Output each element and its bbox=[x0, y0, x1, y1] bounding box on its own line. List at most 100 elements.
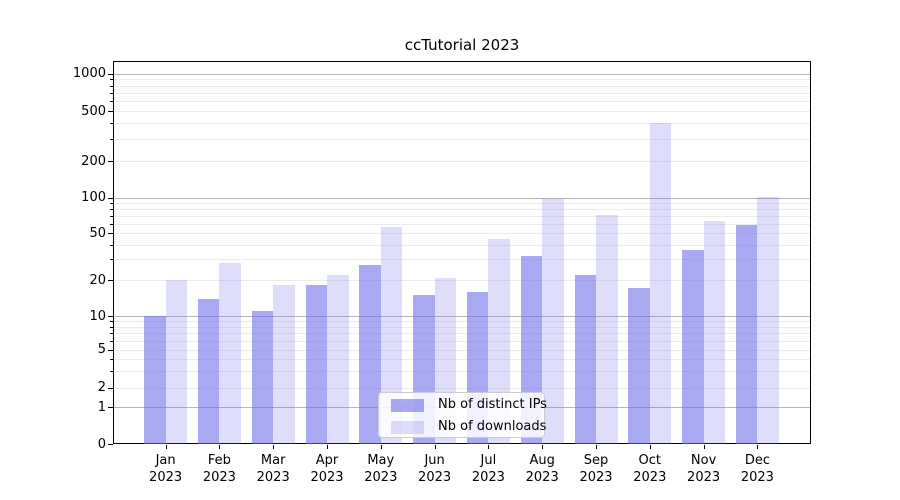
y-tick-label-5: 5 bbox=[97, 342, 106, 357]
legend-swatch-distinct-ips bbox=[391, 398, 424, 412]
y-gridline-minor-300 bbox=[114, 138, 810, 140]
y-tick-label-20: 20 bbox=[89, 272, 106, 288]
y-tick-label-200: 200 bbox=[81, 153, 106, 169]
y-minor-tick-mark-30 bbox=[110, 259, 113, 261]
y-tick-mark-100 bbox=[108, 197, 113, 199]
legend-swatch-downloads bbox=[391, 420, 424, 434]
y-minor-tick-mark-7 bbox=[110, 333, 113, 335]
y-gridline-minor-500 bbox=[114, 111, 810, 112]
y-gridline-minor-70 bbox=[114, 216, 810, 218]
y-minor-tick-mark-70 bbox=[110, 216, 113, 218]
x-tick-mark-feb bbox=[219, 445, 221, 449]
bar-downloads-jan bbox=[165, 280, 188, 444]
x-tick-mark-nov bbox=[703, 445, 705, 449]
y-tick-mark-20 bbox=[108, 280, 113, 281]
y-gridline-minor-90 bbox=[114, 203, 810, 205]
x-tick-label-jun: Jun 2023 bbox=[418, 453, 452, 485]
bar-distinct-ips-feb bbox=[197, 298, 220, 444]
x-tick-mark-sep bbox=[596, 445, 597, 449]
x-tick-mark-dec bbox=[757, 445, 759, 449]
bar-distinct-ips-sep bbox=[574, 275, 596, 444]
bar-downloads-nov bbox=[703, 221, 726, 444]
x-tick-mark-jul bbox=[488, 445, 490, 449]
y-minor-tick-mark-9 bbox=[110, 321, 113, 323]
y-gridline-minor-700 bbox=[114, 92, 810, 94]
bar-downloads-feb bbox=[219, 262, 241, 444]
y-tick-mark-2 bbox=[108, 387, 113, 389]
legend-label-downloads: Nb of downloads bbox=[438, 419, 547, 434]
y-gridline-minor-8 bbox=[114, 326, 810, 328]
x-tick-mark-may bbox=[380, 445, 382, 449]
y-tick-mark-500 bbox=[108, 111, 113, 112]
y-tick-mark-10 bbox=[108, 316, 113, 317]
y-gridline-minor-6 bbox=[114, 340, 810, 342]
y-minor-tick-mark-3 bbox=[110, 370, 113, 372]
y-gridline-minor-800 bbox=[114, 85, 810, 87]
bar-distinct-ips-jan bbox=[144, 316, 166, 444]
legend-entry-distinct-ips: Nb of distinct IPs bbox=[391, 398, 547, 412]
y-minor-tick-mark-80 bbox=[110, 209, 113, 211]
y-minor-tick-mark-8 bbox=[110, 326, 113, 328]
y-tick-mark-1 bbox=[108, 407, 113, 408]
bar-downloads-dec bbox=[757, 196, 779, 444]
y-gridline-minor-30 bbox=[114, 259, 810, 261]
bar-downloads-mar bbox=[273, 285, 295, 444]
legend-entry-downloads: Nb of downloads bbox=[391, 420, 546, 434]
bar-distinct-ips-oct bbox=[628, 288, 650, 444]
x-tick-label-feb: Feb 2023 bbox=[202, 453, 236, 485]
y-minor-tick-mark-90 bbox=[110, 203, 113, 205]
x-tick-mark-jun bbox=[434, 445, 436, 449]
y-gridline-minor-3 bbox=[114, 370, 810, 372]
x-tick-label-jul: Jul 2023 bbox=[471, 453, 505, 485]
x-tick-mark-apr bbox=[327, 445, 328, 449]
y-minor-tick-mark-900 bbox=[110, 79, 113, 81]
y-gridline-minor-400 bbox=[114, 123, 810, 125]
bar-distinct-ips-dec bbox=[735, 224, 758, 444]
x-tick-label-apr: Apr 2023 bbox=[310, 453, 344, 485]
x-tick-mark-jan bbox=[165, 445, 167, 449]
x-tick-label-dec: Dec 2023 bbox=[740, 453, 774, 485]
y-tick-label-1000: 1000 bbox=[72, 66, 106, 82]
y-minor-tick-mark-700 bbox=[110, 92, 113, 94]
bar-downloads-may bbox=[380, 226, 403, 444]
y-gridline-minor-9 bbox=[114, 321, 810, 323]
y-gridline-minor-7 bbox=[114, 333, 810, 335]
y-tick-label-10: 10 bbox=[89, 308, 106, 324]
y-tick-label-2: 2 bbox=[97, 380, 106, 395]
y-minor-tick-mark-6 bbox=[110, 340, 113, 342]
x-tick-mark-aug bbox=[542, 445, 544, 449]
y-gridline-minor-50 bbox=[114, 233, 810, 235]
y-gridline-minor-40 bbox=[114, 244, 810, 246]
y-minor-tick-mark-300 bbox=[110, 138, 113, 140]
y-gridline-minor-20 bbox=[114, 280, 810, 281]
legend-label-distinct-ips: Nb of distinct IPs bbox=[438, 397, 547, 412]
bar-distinct-ips-nov bbox=[682, 250, 704, 444]
y-tick-label-50: 50 bbox=[89, 225, 106, 241]
y-tick-label-500: 500 bbox=[81, 103, 106, 119]
y-gridline-minor-5 bbox=[114, 349, 810, 351]
x-tick-mark-mar bbox=[273, 445, 275, 449]
y-tick-mark-50 bbox=[108, 233, 113, 235]
bar-downloads-aug bbox=[542, 198, 564, 444]
y-tick-label-1: 1 bbox=[97, 399, 106, 415]
y-gridline-major-100 bbox=[114, 197, 810, 199]
y-minor-tick-mark-40 bbox=[110, 244, 113, 246]
x-tick-mark-oct bbox=[649, 445, 651, 449]
x-tick-label-nov: Nov 2023 bbox=[687, 453, 721, 485]
bar-distinct-ips-mar bbox=[251, 311, 274, 444]
y-tick-mark-5 bbox=[108, 349, 113, 351]
y-gridline-minor-80 bbox=[114, 209, 810, 211]
x-tick-label-jan: Jan 2023 bbox=[149, 453, 183, 485]
bar-distinct-ips-may bbox=[359, 264, 381, 444]
y-tick-mark-1000 bbox=[108, 73, 113, 75]
bar-downloads-oct bbox=[649, 123, 672, 444]
y-gridline-minor-2 bbox=[114, 387, 810, 389]
x-tick-label-mar: Mar 2023 bbox=[256, 453, 290, 485]
y-minor-tick-mark-60 bbox=[110, 223, 113, 225]
legend: Nb of distinct IPs Nb of downloads bbox=[378, 392, 547, 438]
y-tick-label-100: 100 bbox=[81, 190, 106, 206]
x-tick-label-oct: Oct 2023 bbox=[633, 453, 667, 485]
y-minor-tick-mark-800 bbox=[110, 85, 113, 87]
plot-area bbox=[113, 61, 811, 444]
